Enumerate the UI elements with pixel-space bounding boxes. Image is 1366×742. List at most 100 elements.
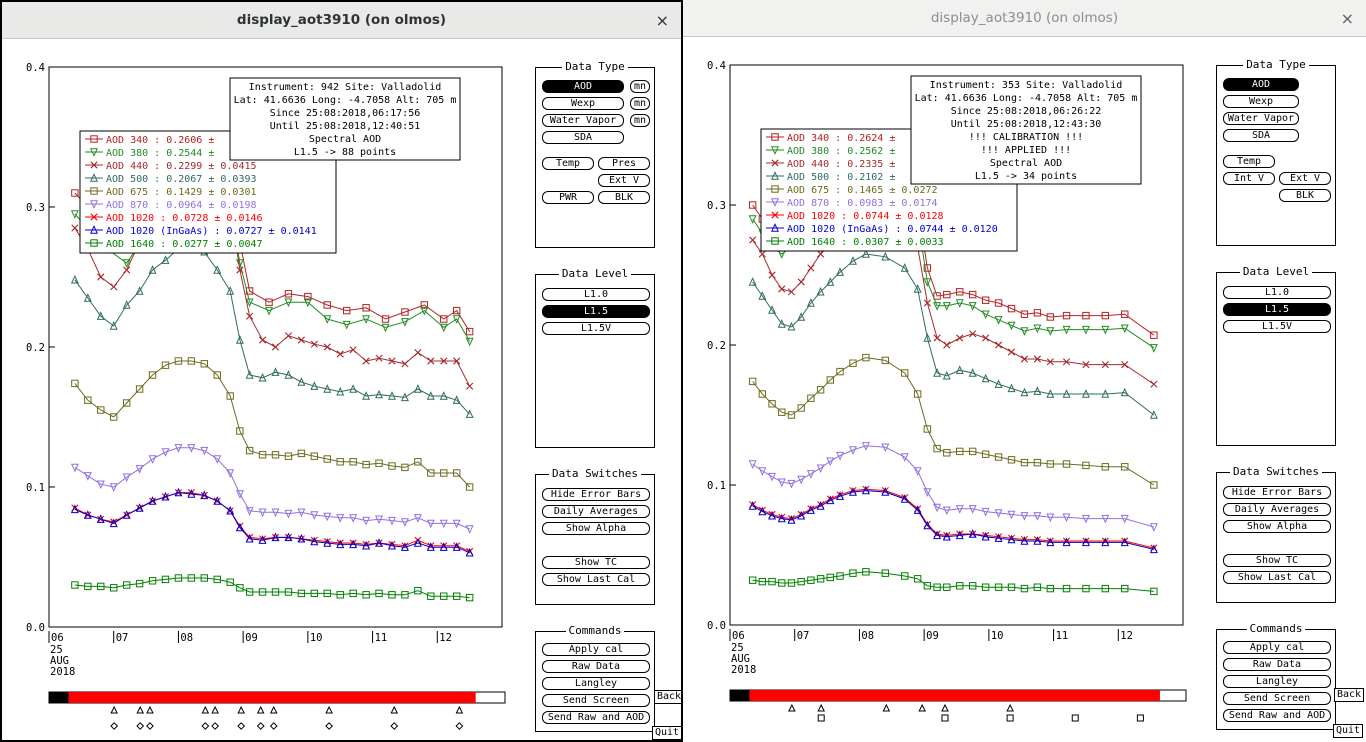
- level-l10-button[interactable]: L1.0: [542, 288, 650, 301]
- show-tc-button[interactable]: Show TC: [542, 556, 650, 569]
- data-point: [787, 579, 796, 587]
- send-screen-button[interactable]: Send Screen: [1223, 692, 1331, 705]
- timeline-lower-marker: [390, 722, 399, 730]
- water-vapor-button[interactable]: Water Vapor: [542, 114, 624, 127]
- langley-button[interactable]: Langley: [1223, 675, 1331, 688]
- data-point: [226, 469, 235, 478]
- aod-button[interactable]: AOD: [1223, 78, 1299, 91]
- sda-button[interactable]: SDA: [1223, 129, 1299, 142]
- blk-button[interactable]: BLK: [1279, 189, 1331, 202]
- data-point: [401, 360, 409, 368]
- water-vapor-button[interactable]: Water Vapor: [1223, 112, 1299, 125]
- wexp-mn-button[interactable]: mn: [630, 97, 650, 110]
- data-point: [200, 490, 209, 500]
- level-l15v-button[interactable]: L1.5V: [1223, 320, 1331, 333]
- data-point: [284, 332, 293, 340]
- hide-error-bars-button[interactable]: Hide Error Bars: [1223, 486, 1331, 499]
- show-alpha-button[interactable]: Show Alpha: [1223, 520, 1331, 533]
- send-raw-and-aod-button[interactable]: Send Raw and AOD: [542, 711, 650, 724]
- commands-title: Commands: [1246, 622, 1306, 635]
- sda-button[interactable]: SDA: [542, 131, 624, 144]
- temp-button[interactable]: Temp: [542, 157, 594, 170]
- titlebar-left[interactable]: display_aot3910 (on olmos) ×: [2, 2, 681, 39]
- data-point: [956, 582, 964, 590]
- data-point: [1150, 331, 1158, 339]
- data-point: [777, 319, 786, 328]
- quit-button[interactable]: Quit: [1333, 724, 1364, 738]
- data-point: [453, 469, 461, 477]
- water-vapor-mn-button[interactable]: mn: [630, 114, 650, 127]
- data-point: [70, 504, 79, 514]
- date-label: 25: [731, 642, 744, 654]
- back-button[interactable]: Back: [654, 690, 681, 704]
- back-button[interactable]: Back: [1334, 688, 1365, 702]
- data-point: [271, 532, 280, 542]
- apply-cal-button[interactable]: Apply cal: [542, 643, 650, 656]
- data-point: [1120, 387, 1129, 397]
- data-point: [749, 236, 757, 244]
- show-alpha-button[interactable]: Show Alpha: [542, 522, 650, 535]
- data-point: [109, 321, 118, 330]
- data-point: [1020, 327, 1029, 336]
- data-point: [375, 538, 384, 547]
- info-line: Spectral AOD: [990, 158, 1062, 169]
- level-l15-button[interactable]: L1.5: [542, 305, 650, 318]
- ext-v-button[interactable]: Ext V: [598, 174, 650, 187]
- data-point: [297, 377, 306, 386]
- data-point: [758, 291, 767, 300]
- ext-v-button[interactable]: Ext V: [1279, 172, 1331, 185]
- data-point: [323, 455, 331, 463]
- data-point: [981, 296, 990, 304]
- show-last-cal-button[interactable]: Show Last Cal: [1223, 571, 1331, 584]
- data-point: [994, 509, 1003, 518]
- raw-data-button[interactable]: Raw Data: [1223, 658, 1331, 671]
- level-l10-button[interactable]: L1.0: [1223, 286, 1331, 299]
- aod-mn-button[interactable]: mn: [630, 80, 650, 93]
- show-tc-button[interactable]: Show TC: [1223, 554, 1331, 567]
- aod-button[interactable]: AOD: [542, 80, 624, 93]
- show-last-cal-button[interactable]: Show Last Cal: [542, 573, 650, 586]
- data-point: [362, 540, 371, 550]
- data-point: [787, 479, 796, 489]
- temp-button[interactable]: Temp: [1223, 155, 1275, 168]
- level-l15-button[interactable]: L1.5: [1223, 303, 1331, 316]
- data-point: [465, 483, 474, 491]
- timeline-lower-marker: [1136, 714, 1144, 722]
- data-point: [1007, 510, 1016, 520]
- pwr-button[interactable]: PWR: [542, 191, 594, 204]
- apply-cal-button[interactable]: Apply cal: [1223, 641, 1331, 654]
- timeline-marker: [136, 705, 145, 714]
- data-point: [440, 592, 448, 600]
- level-l15v-button[interactable]: L1.5V: [542, 322, 650, 335]
- data-point: [323, 512, 332, 522]
- langley-button[interactable]: Langley: [542, 677, 650, 690]
- data-type-title: Data Type: [562, 60, 628, 73]
- legend-marker: [90, 239, 98, 247]
- timeline-lower-marker: [269, 722, 278, 730]
- wexp-button[interactable]: Wexp: [1223, 95, 1299, 108]
- raw-data-button[interactable]: Raw Data: [542, 660, 650, 673]
- data-point: [110, 584, 118, 592]
- data-point: [303, 298, 312, 308]
- close-icon[interactable]: ×: [1340, 9, 1354, 28]
- close-icon[interactable]: ×: [655, 11, 669, 30]
- timeline-marker: [390, 705, 399, 714]
- data-point: [375, 589, 383, 598]
- quit-button[interactable]: Quit: [652, 726, 681, 740]
- send-raw-and-aod-button[interactable]: Send Raw and AOD: [1223, 709, 1331, 722]
- data-point: [758, 467, 767, 476]
- data-point: [109, 518, 118, 528]
- pres-button[interactable]: Pres: [598, 157, 650, 170]
- int-v-button[interactable]: Int V: [1223, 172, 1275, 185]
- x-tick-label: 09: [926, 630, 939, 642]
- data-point: [1046, 460, 1055, 468]
- blk-button[interactable]: BLK: [598, 191, 650, 204]
- hide-error-bars-button[interactable]: Hide Error Bars: [542, 488, 650, 501]
- daily-averages-button[interactable]: Daily Averages: [542, 505, 650, 518]
- data-point: [148, 455, 157, 464]
- wexp-button[interactable]: Wexp: [542, 97, 624, 110]
- data-point: [310, 381, 319, 390]
- daily-averages-button[interactable]: Daily Averages: [1223, 503, 1331, 516]
- titlebar-right[interactable]: display_aot3910 (on olmos) ×: [683, 0, 1366, 37]
- send-screen-button[interactable]: Send Screen: [542, 694, 650, 707]
